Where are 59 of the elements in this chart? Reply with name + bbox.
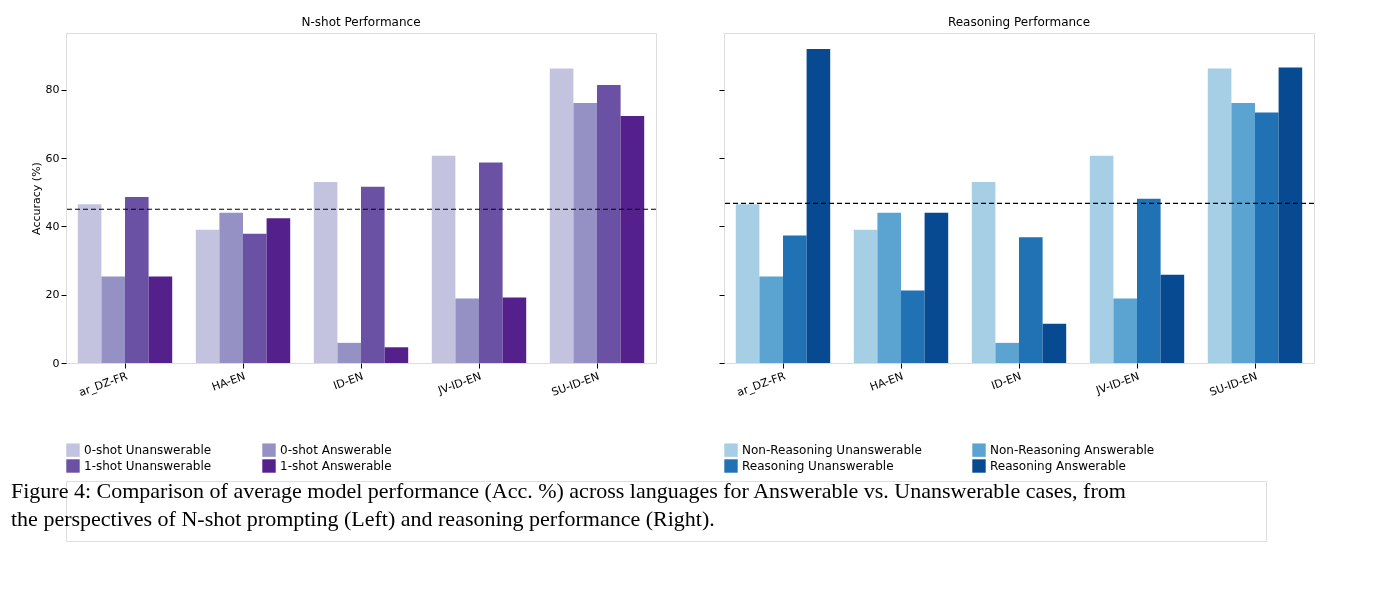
bar <box>759 276 783 363</box>
y-axis-title: Accuracy (%) <box>29 162 43 235</box>
bar <box>502 297 527 363</box>
legend-label: 0-shot Unanswerable <box>84 443 212 458</box>
bar <box>455 298 479 363</box>
legend-label: 0-shot Answerable <box>280 443 392 458</box>
legend-label: Non-Reasoning Unanswerable <box>742 443 922 458</box>
bar <box>971 181 996 363</box>
chart-title: Reasoning Performance <box>947 15 1091 29</box>
bar <box>148 276 173 363</box>
bar <box>853 229 878 363</box>
bar <box>735 204 760 363</box>
y-tick-label: 20 <box>45 288 60 302</box>
x-tick-label: ID-EN <box>989 369 1024 393</box>
bar <box>1113 298 1137 363</box>
bar <box>1137 198 1161 363</box>
bar <box>1207 68 1232 363</box>
bar <box>243 233 267 363</box>
y-tick-label: 40 <box>45 219 60 233</box>
bar <box>266 218 291 363</box>
legend-label: 1-shot Answerable <box>280 459 392 473</box>
bar <box>77 204 102 363</box>
bar <box>1042 323 1067 363</box>
bar <box>384 347 409 363</box>
bar <box>877 212 901 363</box>
bar <box>219 212 243 363</box>
bar <box>361 186 385 363</box>
bar <box>620 116 645 363</box>
x-tick-label: ID-EN <box>331 369 366 393</box>
bar <box>549 68 574 363</box>
legend-label: Non-Reasoning Answerable <box>990 443 1155 458</box>
bar <box>901 290 925 363</box>
bar <box>1255 112 1279 363</box>
bar <box>1231 103 1255 363</box>
bar <box>195 229 220 363</box>
bar <box>479 162 503 363</box>
bar <box>431 155 456 363</box>
bar <box>125 196 149 363</box>
bar <box>597 84 621 363</box>
bar <box>337 342 361 363</box>
legend-label: Reasoning Unanswerable <box>742 459 894 473</box>
bar <box>783 235 807 363</box>
bar <box>1160 274 1185 363</box>
legend-label: 1-shot Unanswerable <box>84 459 212 473</box>
bar <box>1278 67 1303 363</box>
bar <box>313 181 338 363</box>
bar <box>1089 155 1114 363</box>
bar <box>995 342 1019 363</box>
bar <box>573 103 597 363</box>
caption: Figure 4: Comparison of average model performance (Acc. %) across languages for Answerable vs. Unanswerable cases, from the perspectives of N-shot prompting (Left) and reasoning performance (Right). <box>11 478 1126 531</box>
y-tick-label: 60 <box>45 151 60 165</box>
bar <box>806 49 831 363</box>
y-tick-label: 80 <box>45 83 60 97</box>
bar <box>101 276 125 363</box>
chart-title: N-shot Performance <box>301 15 421 29</box>
legend-label: Reasoning Answerable <box>990 459 1126 473</box>
bar <box>1019 237 1043 363</box>
y-tick-label: 0 <box>52 356 60 370</box>
bar <box>924 212 949 363</box>
